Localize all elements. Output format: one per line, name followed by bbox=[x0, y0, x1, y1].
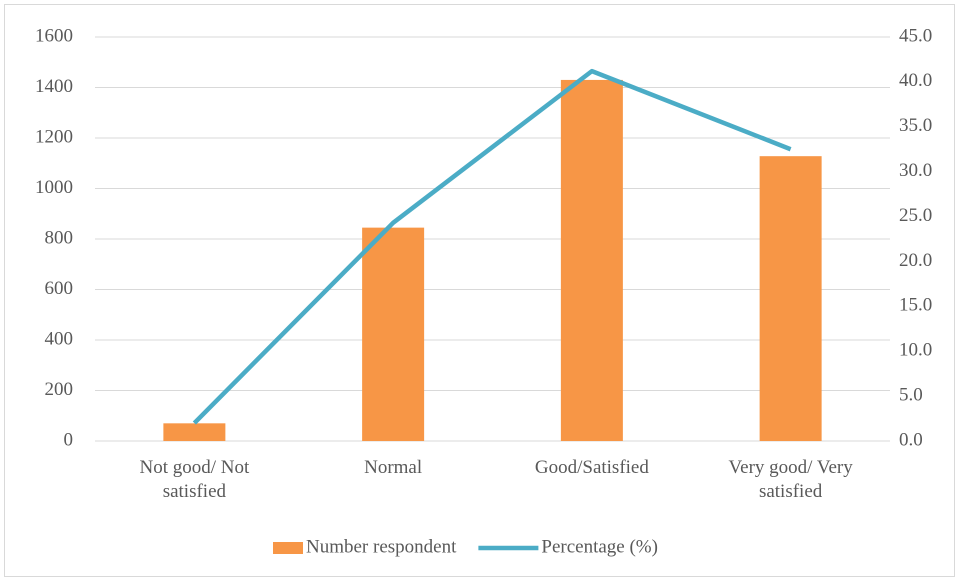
y-tick-label: 1600 bbox=[35, 25, 73, 46]
y-tick-label: 1400 bbox=[35, 76, 73, 97]
x-tick-label: Very good/ Very satisfied bbox=[728, 457, 853, 502]
x-tick-label: Good/Satisfied bbox=[534, 457, 649, 478]
y2-tick-label: 25.0 bbox=[899, 205, 932, 226]
y-tick-label: 200 bbox=[45, 379, 74, 400]
legend-swatch bbox=[273, 542, 303, 554]
y2-tick-label: 45.0 bbox=[899, 25, 932, 46]
x-tick-label: Normal bbox=[364, 457, 423, 478]
legend-label: Number respondent bbox=[306, 536, 457, 557]
y2-tick-label: 40.0 bbox=[899, 70, 932, 91]
y2-tick-label: 20.0 bbox=[899, 250, 932, 271]
line bbox=[192, 68, 792, 425]
y2-tick-label: 0.0 bbox=[899, 429, 923, 450]
y-tick-label: 800 bbox=[45, 227, 74, 248]
legend-label: Percentage (%) bbox=[541, 536, 658, 557]
x-tick-label: Not good/ Not satisfied bbox=[139, 457, 250, 502]
y2-tick-label: 35.0 bbox=[899, 115, 932, 136]
y-tick-label: 0 bbox=[64, 429, 74, 450]
y-tick-label: 600 bbox=[45, 278, 74, 299]
y2-tick-label: 5.0 bbox=[899, 384, 923, 405]
y2-tick-label: 10.0 bbox=[899, 340, 932, 361]
y-tick-label: 400 bbox=[45, 328, 74, 349]
bar bbox=[759, 156, 822, 441]
bar bbox=[560, 79, 623, 442]
bar bbox=[362, 227, 425, 441]
y2-tick-label: 30.0 bbox=[899, 160, 932, 181]
y-tick-label: 1200 bbox=[35, 126, 73, 147]
bar bbox=[163, 423, 226, 441]
y2-tick-label: 15.0 bbox=[899, 295, 932, 316]
y-tick-label: 1000 bbox=[35, 177, 73, 198]
